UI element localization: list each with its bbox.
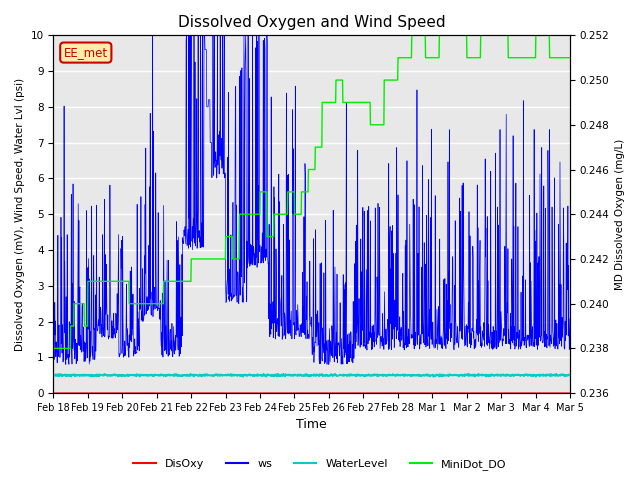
Y-axis label: Dissolved Oxygen (mV), Wind Speed, Water Lvl (psi): Dissolved Oxygen (mV), Wind Speed, Water… bbox=[15, 78, 25, 351]
Legend: DisOxy, ws, WaterLevel, MiniDot_DO: DisOxy, ws, WaterLevel, MiniDot_DO bbox=[129, 455, 511, 474]
Text: EE_met: EE_met bbox=[64, 46, 108, 59]
X-axis label: Time: Time bbox=[296, 419, 327, 432]
Title: Dissolved Oxygen and Wind Speed: Dissolved Oxygen and Wind Speed bbox=[178, 15, 445, 30]
Y-axis label: MD Dissolved Oxygen (mg/L): MD Dissolved Oxygen (mg/L) bbox=[615, 139, 625, 290]
